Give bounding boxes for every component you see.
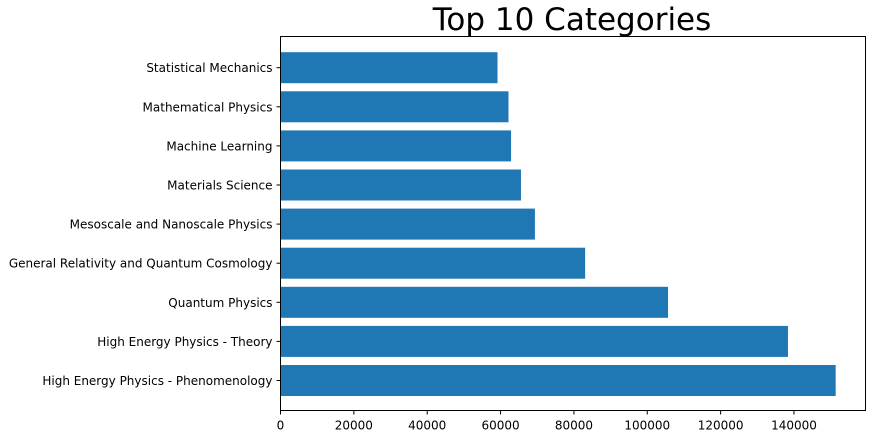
bar bbox=[280, 169, 521, 201]
x-tick-label: 0 bbox=[277, 419, 285, 433]
y-tick-label: Machine Learning bbox=[166, 139, 272, 153]
x-tick-label: 40000 bbox=[408, 419, 446, 433]
y-tick-label: High Energy Physics - Phenomenology bbox=[42, 374, 272, 388]
plot-frame bbox=[280, 36, 866, 411]
y-tick-label: High Energy Physics - Theory bbox=[97, 335, 272, 349]
bars-layer bbox=[280, 52, 836, 396]
y-tick-label: Quantum Physics bbox=[168, 296, 272, 310]
x-tick-label: 60000 bbox=[481, 419, 519, 433]
x-axis-ticks: 0 20000 40000 60000 80000 100000 120000 140000 bbox=[277, 410, 817, 433]
y-axis-ticks: High Energy Physics - Phenomenology High … bbox=[9, 61, 281, 388]
bar bbox=[280, 325, 788, 357]
bar bbox=[280, 91, 509, 123]
bar bbox=[280, 208, 535, 240]
bar bbox=[280, 365, 836, 396]
bar bbox=[280, 247, 586, 279]
y-tick-label: Mathematical Physics bbox=[143, 100, 273, 114]
bar bbox=[280, 52, 498, 84]
y-tick-label: General Relativity and Quantum Cosmology bbox=[9, 257, 273, 271]
x-tick-label: 100000 bbox=[624, 419, 670, 433]
bar bbox=[280, 286, 669, 318]
bar bbox=[280, 130, 512, 162]
chart-title: Top 10 Categories bbox=[432, 2, 712, 38]
y-tick-label: Materials Science bbox=[167, 179, 272, 193]
y-tick-label: Statistical Mechanics bbox=[146, 61, 272, 75]
y-tick-label: Mesoscale and Nanoscale Physics bbox=[70, 218, 273, 232]
x-tick-label: 80000 bbox=[555, 419, 593, 433]
x-tick-label: 20000 bbox=[335, 419, 373, 433]
x-tick-label: 120000 bbox=[698, 419, 744, 433]
x-tick-label: 140000 bbox=[771, 419, 817, 433]
